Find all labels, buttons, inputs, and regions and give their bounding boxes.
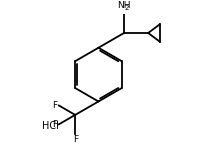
Text: F: F [52,120,57,129]
Text: F: F [73,135,78,144]
Text: HCl: HCl [42,121,59,131]
Text: F: F [52,101,57,110]
Text: NH: NH [117,1,131,10]
Text: 2: 2 [125,5,129,11]
